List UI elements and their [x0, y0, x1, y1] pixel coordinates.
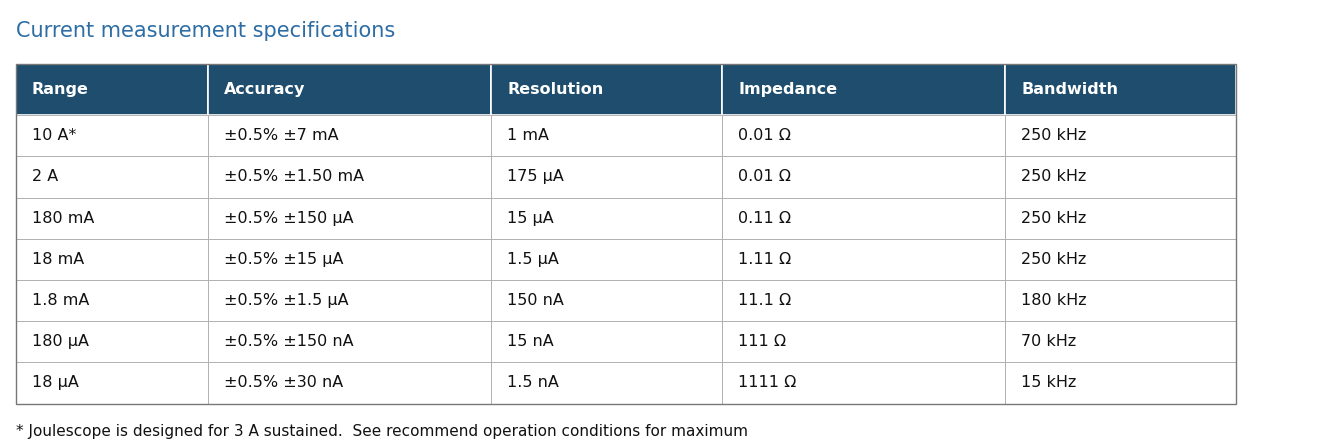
Bar [491, 156, 722, 198]
Bar [722, 362, 1005, 404]
Bar [16, 280, 207, 321]
Bar [16, 64, 207, 115]
Text: Range: Range [32, 82, 89, 97]
Text: 11.1 Ω: 11.1 Ω [738, 293, 791, 308]
Text: ±0.5% ±150 μA: ±0.5% ±150 μA [223, 211, 354, 225]
Text: 180 μA: 180 μA [32, 334, 89, 349]
Text: 15 nA: 15 nA [507, 334, 553, 349]
Text: ±0.5% ±1.5 μA: ±0.5% ±1.5 μA [223, 293, 348, 308]
Text: 180 mA: 180 mA [32, 211, 94, 225]
Bar [722, 321, 1005, 362]
Text: 1 mA: 1 mA [507, 128, 549, 143]
Text: ±0.5% ±7 mA: ±0.5% ±7 mA [223, 128, 339, 143]
Text: ±0.5% ±30 nA: ±0.5% ±30 nA [223, 376, 343, 390]
Text: ±0.5% ±150 nA: ±0.5% ±150 nA [223, 334, 354, 349]
Bar [491, 198, 722, 239]
Bar [16, 156, 207, 198]
Text: 15 kHz: 15 kHz [1021, 376, 1076, 390]
Text: 0.01 Ω: 0.01 Ω [738, 128, 791, 143]
Text: 1.5 μA: 1.5 μA [507, 252, 559, 267]
Bar [1005, 198, 1236, 239]
Text: 250 kHz: 250 kHz [1021, 170, 1087, 184]
Text: 15 μA: 15 μA [507, 211, 553, 225]
Text: 10 A*: 10 A* [32, 128, 76, 143]
Bar [1005, 156, 1236, 198]
Bar [207, 321, 491, 362]
Bar [16, 362, 207, 404]
Bar [207, 239, 491, 280]
Bar [491, 64, 722, 115]
Bar [1005, 239, 1236, 280]
Text: 70 kHz: 70 kHz [1021, 334, 1076, 349]
Bar [16, 115, 207, 156]
Bar [207, 156, 491, 198]
Text: ±0.5% ±15 μA: ±0.5% ±15 μA [223, 252, 343, 267]
Text: 250 kHz: 250 kHz [1021, 252, 1087, 267]
Text: Resolution: Resolution [507, 82, 604, 97]
Bar [207, 115, 491, 156]
Text: 0.11 Ω: 0.11 Ω [738, 211, 791, 225]
Bar [491, 115, 722, 156]
Bar [722, 115, 1005, 156]
Bar [207, 198, 491, 239]
Bar [1005, 280, 1236, 321]
Bar [16, 64, 1236, 404]
Text: * Joulescope is designed for 3 A sustained.  See recommend operation conditions : * Joulescope is designed for 3 A sustain… [16, 424, 747, 439]
Text: 250 kHz: 250 kHz [1021, 128, 1087, 143]
Text: 0.01 Ω: 0.01 Ω [738, 170, 791, 184]
Text: 150 nA: 150 nA [507, 293, 564, 308]
Text: 1.8 mA: 1.8 mA [32, 293, 89, 308]
Bar [207, 64, 491, 115]
Text: Accuracy: Accuracy [223, 82, 306, 97]
Bar [722, 239, 1005, 280]
Bar [491, 362, 722, 404]
Text: 111 Ω: 111 Ω [738, 334, 786, 349]
Bar [16, 239, 207, 280]
Text: Impedance: Impedance [738, 82, 837, 97]
Bar [491, 321, 722, 362]
Text: 18 μA: 18 μA [32, 376, 78, 390]
Bar [1005, 64, 1236, 115]
Text: Current measurement specifications: Current measurement specifications [16, 21, 395, 41]
Text: 1.5 nA: 1.5 nA [507, 376, 559, 390]
Text: Bandwidth: Bandwidth [1021, 82, 1119, 97]
Bar [722, 198, 1005, 239]
Text: 250 kHz: 250 kHz [1021, 211, 1087, 225]
Bar [1005, 362, 1236, 404]
Bar [491, 280, 722, 321]
Text: 1111 Ω: 1111 Ω [738, 376, 797, 390]
Bar [491, 239, 722, 280]
Text: ±0.5% ±1.50 mA: ±0.5% ±1.50 mA [223, 170, 364, 184]
Bar [16, 198, 207, 239]
Bar [722, 64, 1005, 115]
Bar [722, 156, 1005, 198]
Text: 2 A: 2 A [32, 170, 59, 184]
Text: 180 kHz: 180 kHz [1021, 293, 1087, 308]
Bar [1005, 115, 1236, 156]
Bar [16, 321, 207, 362]
Bar [207, 280, 491, 321]
Text: 175 μA: 175 μA [507, 170, 564, 184]
Text: 18 mA: 18 mA [32, 252, 84, 267]
Text: 1.11 Ω: 1.11 Ω [738, 252, 791, 267]
Bar [1005, 321, 1236, 362]
Bar [722, 280, 1005, 321]
Bar [207, 362, 491, 404]
